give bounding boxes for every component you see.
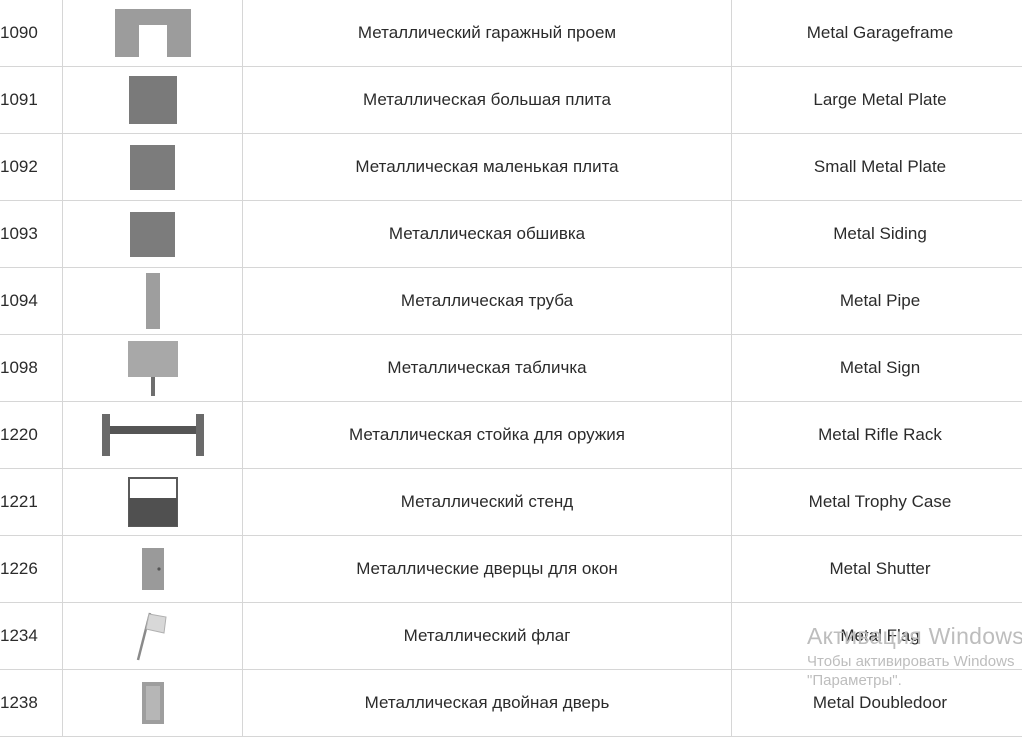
item-name-ru: Металлическая труба (242, 267, 732, 335)
large-plate-icon (128, 76, 177, 124)
table-row: 1091 Металлическая большая плита Large M… (0, 66, 1022, 134)
table-row: 1090 Металлический гаражный проем Metal … (0, 0, 1022, 67)
item-name-ru: Металлическая обшивка (242, 200, 732, 268)
item-name-en: Metal Siding (731, 200, 1022, 268)
table-row: 1093 Металлическая обшивка Metal Siding (0, 200, 1022, 268)
shutter-icon (141, 548, 164, 590)
item-id: 1226 (0, 535, 63, 603)
pipe-icon (145, 273, 160, 329)
item-id: 1093 (0, 200, 63, 268)
item-name-ru: Металлический гаражный проем (242, 0, 732, 67)
table-row: 1238 Металлическая двойная дверь Metal D… (0, 669, 1022, 737)
small-plate-icon (130, 144, 175, 190)
item-name-ru: Металлическая табличка (242, 334, 732, 402)
table-row: 1220 Металлическая стойка для оружия Met… (0, 401, 1022, 469)
table-row: 1221 Металлический стенд Metal Trophy Ca… (0, 468, 1022, 536)
item-name-en: Metal Garageframe (731, 0, 1022, 67)
item-id: 1098 (0, 334, 63, 402)
double-door-icon (141, 682, 164, 724)
item-name-ru: Металлическая двойная дверь (242, 669, 732, 737)
trophy-case-icon (127, 477, 178, 527)
item-name-en: Metal Rifle Rack (731, 401, 1022, 469)
item-id: 1220 (0, 401, 63, 469)
table-row: 1098 Металлическая табличка Metal Sign (0, 334, 1022, 402)
item-id: 1091 (0, 66, 63, 134)
table-row: 1092 Металлическая маленькая плита Small… (0, 133, 1022, 201)
item-name-ru: Металлическая маленькая плита (242, 133, 732, 201)
item-name-en: Small Metal Plate (731, 133, 1022, 201)
table-row: 1234 Металлический флаг Metal Flag (0, 602, 1022, 670)
item-id: 1234 (0, 602, 63, 670)
item-name-en: Metal Sign (731, 334, 1022, 402)
table-row: 1094 Металлическая труба Metal Pipe (0, 267, 1022, 335)
item-id: 1221 (0, 468, 63, 536)
rifle-rack-icon (101, 414, 204, 456)
item-name-en: Metal Doubledoor (731, 669, 1022, 737)
siding-icon (130, 211, 175, 257)
item-id: 1094 (0, 267, 63, 335)
garage-frame-icon (114, 9, 191, 57)
item-id: 1092 (0, 133, 63, 201)
item-id: 1090 (0, 0, 63, 67)
item-name-ru: Металлическая стойка для оружия (242, 401, 732, 469)
item-name-en: Metal Trophy Case (731, 468, 1022, 536)
item-name-en: Large Metal Plate (731, 66, 1022, 134)
item-id: 1238 (0, 669, 63, 737)
table-row: 1226 Металлические дверцы для окон Metal… (0, 535, 1022, 603)
item-name-en: Metal Shutter (731, 535, 1022, 603)
item-name-ru: Металлические дверцы для окон (242, 535, 732, 603)
item-name-en: Metal Flag (731, 602, 1022, 670)
item-name-ru: Металлическая большая плита (242, 66, 732, 134)
item-name-ru: Металлический флаг (242, 602, 732, 670)
flag-icon (136, 612, 167, 661)
item-name-en: Metal Pipe (731, 267, 1022, 335)
sign-icon (127, 340, 178, 396)
item-name-ru: Металлический стенд (242, 468, 732, 536)
